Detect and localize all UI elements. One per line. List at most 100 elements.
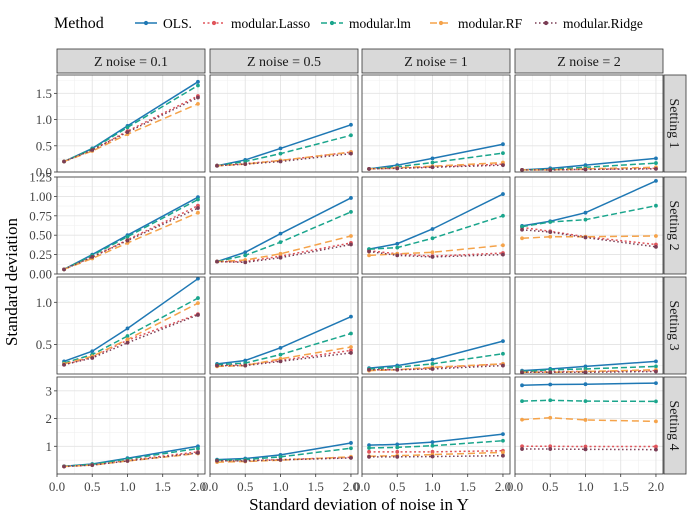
column-strip-2: Z noise = 0.5 [209,48,359,74]
series-modular-ridge [62,95,200,164]
y-tick-label: 0.5 [36,138,52,153]
data-point-ols [349,441,353,445]
series-line-modular-lasso [368,249,503,257]
data-point-modular-ridge [196,451,200,455]
series-ols [520,381,658,388]
data-point-modular-ridge [243,260,248,265]
facet-grid: Z noise = 0.1 Z noise = 0.5 Z noise = 1 Z n… [29,48,687,494]
data-point-ols [654,178,658,183]
data-point-ols [90,349,95,354]
data-point-modular-rf [583,418,588,422]
series-line-ols [63,81,199,163]
series-modular-ridge [520,166,658,172]
data-point-ols [395,241,400,246]
series-line-modular-lasso [521,226,657,246]
legend-entry-modular-rf: modular.RF [430,16,523,31]
series-modular-ridge [520,227,658,249]
series-line-modular-rf [63,103,199,163]
series-modular-ridge [62,206,200,272]
data-point-modular-ridge [395,454,400,459]
x-tick-label: 1.0 [272,479,288,494]
y-tick-label: 1 [46,439,53,454]
data-point-modular-ridge [243,459,248,463]
series-line-modular-rf [369,451,503,458]
x-tick-label: 2.0 [343,479,359,494]
data-point-modular-ridge [520,168,524,172]
data-point-modular-lasso [654,444,658,449]
y-tick-label: 1.0 [36,295,52,310]
data-point-modular-lm [654,203,658,208]
row-strip-label: Setting 3 [666,300,681,350]
series-line-modular-lm [216,134,352,167]
series-line-modular-rf [522,369,656,374]
series-line-modular-rf [217,456,351,463]
series-line-modular-rf [369,161,503,170]
data-point-modular-ridge [90,255,95,259]
panel-r2-c1 [56,176,206,275]
legend-title: Method [54,15,104,32]
series-line-modular-rf [217,346,352,368]
data-point-modular-lasso [583,444,588,449]
data-point-ols [278,345,283,350]
panel-r3-c1 [56,276,206,375]
data-point-modular-rf [654,419,658,424]
data-point-modular-lm [196,83,200,88]
series-line-ols [368,193,504,250]
series-line-modular-lm [522,365,656,373]
data-point-ols [278,231,283,236]
panel-r2-c4 [514,176,664,275]
panel-r3-c2 [209,276,359,375]
data-point-modular-ridge [62,267,66,272]
data-point-modular-ridge [430,454,435,459]
data-point-modular-lm [349,133,353,138]
series-modular-ridge [367,163,505,171]
data-point-modular-ridge [548,230,553,234]
y-tick-label: 3 [46,383,53,398]
data-point-modular-lm [125,334,130,338]
legend-label-modular-ridge: modular.Ridge [563,16,643,31]
row-strip-4: Setting 4 [663,376,687,475]
legend-marker-modular-lasso [211,20,217,26]
series-line-modular-rf [217,151,352,167]
y-tick-label: 0.50 [29,228,52,243]
panel-r1-c4 [514,74,664,173]
x-tick-label: 0.0 [507,479,523,494]
data-point-modular-ridge [501,363,505,368]
data-point-modular-lm [243,159,248,164]
data-point-modular-ridge [349,456,353,460]
data-point-modular-ridge [215,458,219,463]
series-modular-ridge [367,249,505,259]
data-point-modular-ridge [430,367,435,371]
x-tick-label: 1.0 [577,479,593,494]
data-point-modular-lm [125,125,130,130]
x-tick-label: 1.5 [308,479,324,494]
x-tick-label: 2.0 [495,479,511,494]
series-modular-ridge [520,447,658,452]
series-line-modular-lm [521,204,657,228]
data-point-modular-ridge [548,447,553,451]
data-point-modular-ridge [654,447,658,452]
x-tick-label: 1.5 [460,479,476,494]
data-point-modular-ridge [367,367,371,372]
series-ols [367,432,505,448]
series-line-modular-rf [63,302,199,365]
series-line-modular-lm [217,447,352,461]
series-line-ols [63,196,199,271]
data-point-modular-ridge [196,95,200,100]
series-modular-lm [520,203,658,229]
data-point-modular-ridge [125,340,130,345]
series-line-ols [216,197,352,263]
x-tick-label: 0.5 [84,479,100,494]
series-modular-ridge [367,453,505,459]
legend-label-ols: OLS. [163,16,192,31]
legend-entry-ols: OLS. [135,16,192,31]
data-point-modular-rf [125,337,130,342]
data-point-modular-rf [548,234,553,239]
data-point-modular-rf [501,160,505,165]
x-tick-label: 0.5 [389,479,405,494]
series-modular-ridge [62,451,200,469]
data-point-modular-lm [501,438,505,443]
data-point-modular-ridge [654,369,658,374]
data-point-modular-ridge [395,367,400,372]
y-axis-title: Standard deviation [2,218,21,346]
